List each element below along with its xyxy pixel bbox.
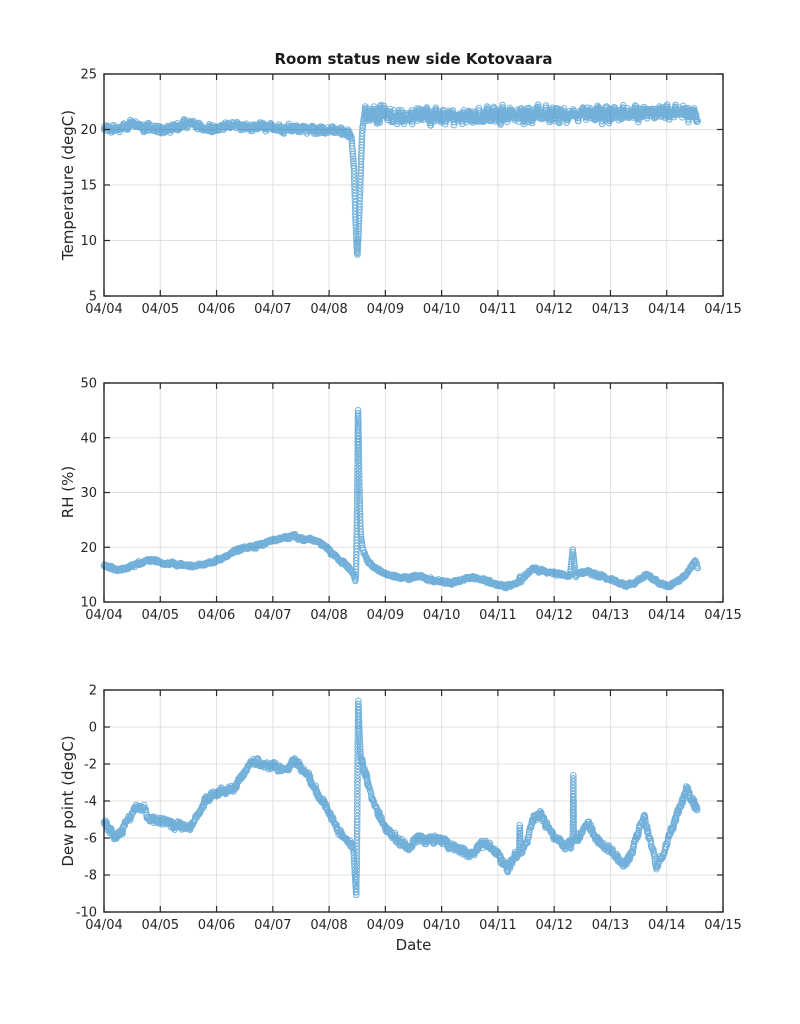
svg-text:15: 15 (80, 179, 97, 194)
svg-text:04/12: 04/12 (535, 302, 572, 317)
svg-text:30: 30 (80, 486, 97, 501)
svg-text:04/04: 04/04 (85, 302, 122, 317)
svg-text:04/15: 04/15 (704, 302, 741, 317)
svg-text:04/10: 04/10 (423, 608, 460, 623)
svg-text:04/09: 04/09 (367, 608, 404, 623)
svg-text:04/08: 04/08 (310, 608, 347, 623)
svg-text:20: 20 (80, 123, 97, 138)
svg-text:04/11: 04/11 (479, 608, 516, 623)
svg-text:50: 50 (80, 377, 97, 392)
svg-text:04/13: 04/13 (592, 608, 629, 623)
svg-text:04/05: 04/05 (142, 302, 179, 317)
svg-text:25: 25 (80, 68, 97, 83)
dewpoint-y-axis-label: Dew point (degC) (59, 735, 77, 867)
temperature-y-axis-label: Temperature (degC) (59, 109, 77, 261)
svg-text:20: 20 (80, 541, 97, 556)
svg-text:5: 5 (89, 290, 97, 305)
svg-text:04/14: 04/14 (648, 302, 685, 317)
svg-text:10: 10 (80, 234, 97, 249)
svg-text:04/07: 04/07 (254, 608, 291, 623)
svg-text:04/14: 04/14 (648, 608, 685, 623)
svg-text:04/05: 04/05 (142, 608, 179, 623)
x-axis-label: Date (395, 936, 432, 954)
rh-y-axis-label: RH (%) (59, 465, 77, 519)
svg-text:04/12: 04/12 (535, 608, 572, 623)
svg-text:04/04: 04/04 (85, 608, 122, 623)
chart-title: Room status new side Kotovaara (274, 50, 553, 68)
svg-text:04/09: 04/09 (367, 302, 404, 317)
svg-text:04/07: 04/07 (254, 302, 291, 317)
svg-text:04/06: 04/06 (198, 302, 235, 317)
svg-text:04/15: 04/15 (704, 608, 741, 623)
svg-text:04/10: 04/10 (423, 302, 460, 317)
svg-text:04/08: 04/08 (310, 302, 347, 317)
svg-text:40: 40 (80, 431, 97, 446)
svg-text:10: 10 (80, 596, 97, 611)
svg-text:04/13: 04/13 (592, 302, 629, 317)
svg-text:04/06: 04/06 (198, 608, 235, 623)
svg-text:04/11: 04/11 (479, 302, 516, 317)
